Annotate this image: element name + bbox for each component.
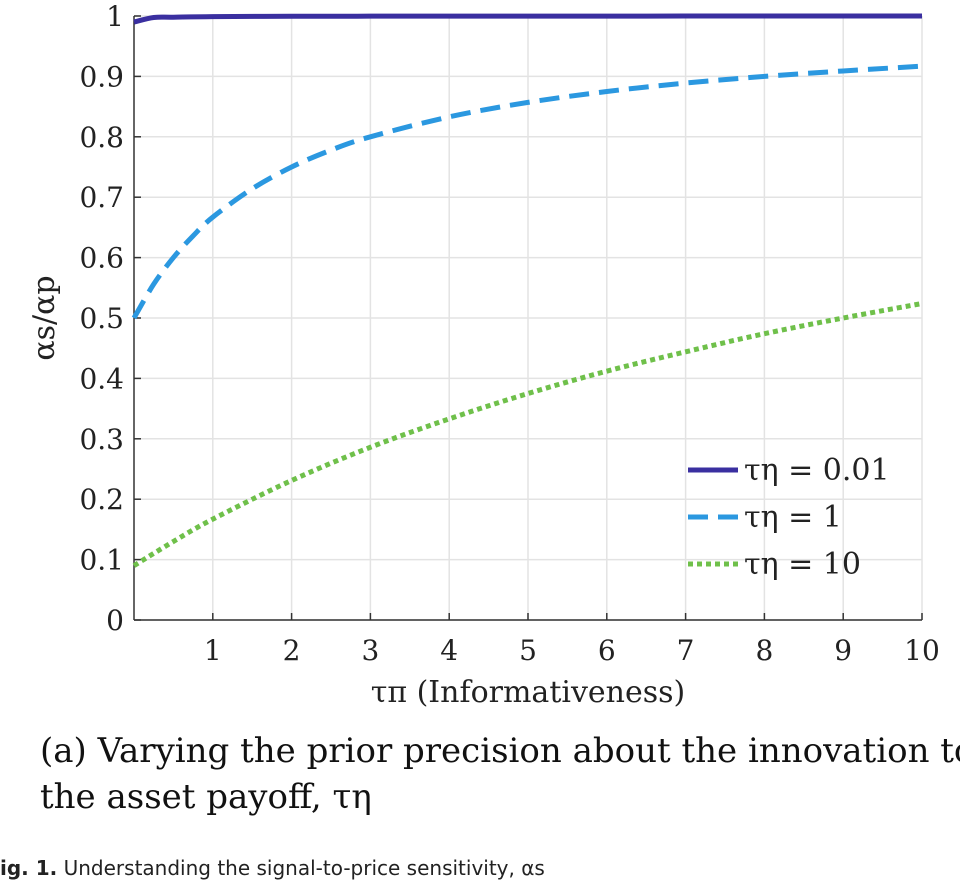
x-tick-labels: 1 2 3 4 5 6 7 8 9 10 <box>204 634 940 667</box>
y-tick-label: 0.8 <box>79 121 124 154</box>
y-tick-label: 0.9 <box>79 60 124 93</box>
y-axis-label: αs/αp <box>27 275 62 360</box>
y-tick-label: 0.4 <box>79 362 124 395</box>
legend: τη = 0.01 τη = 1 τη = 10 <box>688 453 890 582</box>
x-tick-label: 3 <box>361 634 379 667</box>
x-tick-label: 7 <box>677 634 695 667</box>
y-tick-label: 0.5 <box>79 302 124 335</box>
y-tick-label: 0.3 <box>79 423 124 456</box>
x-tick-label: 5 <box>519 634 537 667</box>
caption-line-2: the asset payoff, τη <box>40 777 372 817</box>
legend-label-3: τη = 10 <box>744 547 861 582</box>
y-tick-label: 0.6 <box>79 242 124 275</box>
y-tick-label: 1 <box>106 0 124 33</box>
y-tick-label: 0 <box>106 604 124 637</box>
figure-note-text: Understanding the signal-to-price sensit… <box>63 856 545 880</box>
y-tick-labels: 0 0.1 0.2 0.3 0.4 0.5 0.6 0.7 0.8 0.9 1 <box>79 0 124 637</box>
axes <box>133 15 923 621</box>
x-tick-label: 10 <box>904 634 940 667</box>
x-tick-label: 2 <box>283 634 301 667</box>
y-tick-label: 0.1 <box>79 544 124 577</box>
caption-line-1: (a) Varying the prior precision about th… <box>40 731 960 771</box>
x-tick-label: 1 <box>204 634 222 667</box>
y-tick-label: 0.2 <box>79 483 124 516</box>
legend-label-1: τη = 0.01 <box>744 453 890 488</box>
x-tick-label: 9 <box>834 634 852 667</box>
x-axis-label: τπ (Informativeness) <box>371 675 686 710</box>
series-line-3 <box>132 301 923 568</box>
series-line-1 <box>133 13 922 25</box>
x-tick-label: 4 <box>440 634 458 667</box>
figure-caption: (a) Varying the prior precision about th… <box>40 728 960 820</box>
series-line-2 <box>131 63 923 320</box>
x-tick-label: 8 <box>755 634 773 667</box>
legend-label-2: τη = 1 <box>744 500 842 535</box>
figure-note: ig. 1. Understanding the signal-to-price… <box>0 856 545 880</box>
figure-number: ig. 1. <box>0 856 58 880</box>
x-tick-label: 6 <box>598 634 616 667</box>
series-lines <box>131 13 923 568</box>
y-tick-label: 0.7 <box>79 181 124 214</box>
line-chart: 1 2 3 4 5 6 7 8 9 10 0 0.1 0.2 0.3 0.4 0.5 0.6 0.7 0.8 0.9… <box>27 0 940 710</box>
